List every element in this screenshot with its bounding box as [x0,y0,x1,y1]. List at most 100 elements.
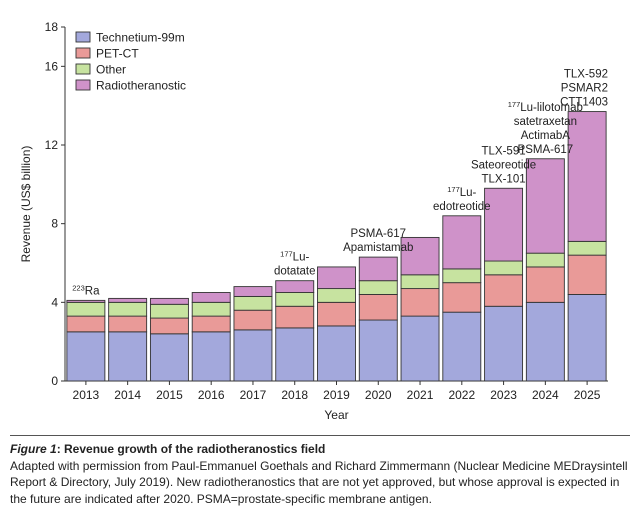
x-tick-label: 2016 [198,388,225,402]
caption-title-text: : Revenue growth of the radiotheranostic… [56,442,326,456]
bar-segment-other-2021 [400,274,440,290]
caption-divider [10,435,630,436]
bar-segment-pet-ct-2021 [400,288,440,317]
x-tick-label: 2024 [532,388,559,402]
bar-segment-technetium-99m-2020 [358,319,398,382]
bar-segment-pet-ct-2015 [149,317,189,335]
y-axis-label: Revenue (US$ billion) [19,146,33,263]
y-tick-label: 0 [51,374,58,388]
bar-segment-technetium-99m-2019 [317,325,356,382]
chart-legend: Technetium-99m PET-CT Other Radiotheranosti… [75,31,186,93]
bar-segment-radiotheranostic-2017 [233,286,273,297]
bar-segment-technetium-99m-2014 [108,331,148,382]
bar-segment-other-2017 [233,295,273,311]
bar-segment-technetium-99m-2016 [191,331,231,382]
y-tick-label: 4 [51,295,58,309]
y-tick-label: 18 [45,20,59,34]
bar-segment-radiotheranostic-2020 [358,256,398,282]
annotation-2022-line: edotreotide [433,201,491,213]
legend-label: Technetium-99m [96,31,185,45]
bar-segment-technetium-99m-2022 [442,311,482,382]
bar-segment-radiotheranostic-2024 [525,158,565,254]
legend-swatch-other [75,63,91,75]
x-tick-label: 2022 [448,388,475,402]
x-tick-label: 2018 [281,388,308,402]
bar-segment-other-2018 [275,292,315,307]
caption-title: Figure 1: Revenue growth of the radiothe… [10,441,630,458]
annotation-2025-line: PSMAR2 [561,83,608,95]
annotation-2022-line: 177Lu- [447,185,476,199]
bar-segment-radiotheranostic-2014 [108,297,148,303]
y-tick-label: 8 [51,217,58,231]
bar-segment-pet-ct-2016 [191,315,231,333]
y-tick-label: 12 [45,138,59,152]
annotation-2013-line: 223Ra [72,283,100,297]
chart-axes: 0 4 8 12 16 18 2013 2014 2015 2016 2017 2018 2019 202… [45,20,608,402]
bar-segment-radiotheranostic-2025 [567,111,607,242]
x-tick-label: 2023 [490,388,517,402]
bar-segment-pet-ct-2022 [442,282,482,313]
legend-swatch-technetium-99m [75,31,91,43]
annotation-2024-line: 177Lu-lilotomab [508,100,583,114]
bar-segment-technetium-99m-2024 [525,301,565,382]
x-tick-label: 2013 [73,388,100,402]
legend-label: Other [96,63,126,77]
annotation-2025-line: CTT1403 [560,97,608,109]
bar-segment-radiotheranostic-2016 [191,292,231,303]
x-axis-label: Year [324,408,348,422]
bar-segment-pet-ct-2013 [66,315,106,333]
annotation-2023-line: TLX-101 [482,173,526,185]
annotation-2025-line: TLX-592 [564,69,608,81]
bar-segment-radiotheranostic-2015 [149,297,189,305]
legend-label: Radiotheranostic [96,79,186,93]
bar-segment-other-2022 [442,268,482,284]
chart-annotations: 223Ra 177Lu-dotatate PSMA-617 Apamistamab 17… [72,69,608,298]
x-tick-label: 2019 [323,388,350,402]
legend-swatch-radiotheranostic [75,79,91,91]
y-tick-label: 16 [45,59,59,73]
annotation-2024-line: satetraxetan [514,116,577,128]
bar-segment-other-2014 [108,301,148,317]
bar-segment-radiotheranostic-2019 [317,266,356,290]
bar-segment-radiotheranostic-2021 [400,236,440,276]
bar-segment-pet-ct-2017 [233,309,273,331]
figure-caption: Figure 1: Revenue growth of the radiothe… [10,441,630,507]
bar-segment-other-2019 [317,288,356,303]
bar-segment-pet-ct-2025 [567,254,607,295]
annotation-2024-line: ActimabA [521,130,571,142]
bar-segment-technetium-99m-2018 [275,327,315,382]
x-tick-label: 2025 [574,388,601,402]
chart-bars [66,111,607,382]
revenue-chart: 0 4 8 12 16 18 2013 2014 2015 2016 2017 2018 2019 202… [19,20,608,422]
annotation-2018-line: 177Lu- [280,250,309,264]
bar-segment-pet-ct-2023 [484,274,524,307]
bar-segment-radiotheranostic-2023 [484,187,524,262]
annotation-2024-line: PSMA-617 [518,144,574,156]
legend-label: PET-CT [96,47,139,61]
bar-segment-pet-ct-2018 [275,305,315,329]
bar-segment-other-2020 [358,280,398,295]
bar-segment-other-2016 [191,301,231,317]
annotation-2023-line: Sateoreotide [471,159,536,171]
bar-segment-pet-ct-2024 [525,266,565,303]
bar-segment-radiotheranostic-2018 [275,280,315,293]
bar-segment-technetium-99m-2013 [66,331,106,382]
x-tick-label: 2017 [240,388,267,402]
x-tick-label: 2015 [156,388,183,402]
bar-segment-technetium-99m-2015 [149,333,189,382]
bar-segment-technetium-99m-2017 [233,329,273,382]
bar-segment-pet-ct-2019 [317,301,356,327]
bar-segment-radiotheranostic-2022 [442,215,482,270]
bar-segment-technetium-99m-2023 [484,305,524,382]
bar-segment-radiotheranostic-2013 [66,299,106,303]
x-tick-label: 2020 [365,388,392,402]
bar-segment-pet-ct-2014 [108,315,148,333]
bar-segment-technetium-99m-2021 [400,315,440,382]
bar-segment-pet-ct-2020 [358,294,398,321]
bar-segment-other-2024 [525,252,565,268]
bar-segment-other-2015 [149,303,189,319]
annotation-2020-line: Apamistamab [343,242,413,254]
annotation-2020-line: PSMA-617 [350,228,406,240]
annotation-2018-line: dotatate [274,266,316,278]
caption-figure-label: Figure 1 [10,442,57,456]
